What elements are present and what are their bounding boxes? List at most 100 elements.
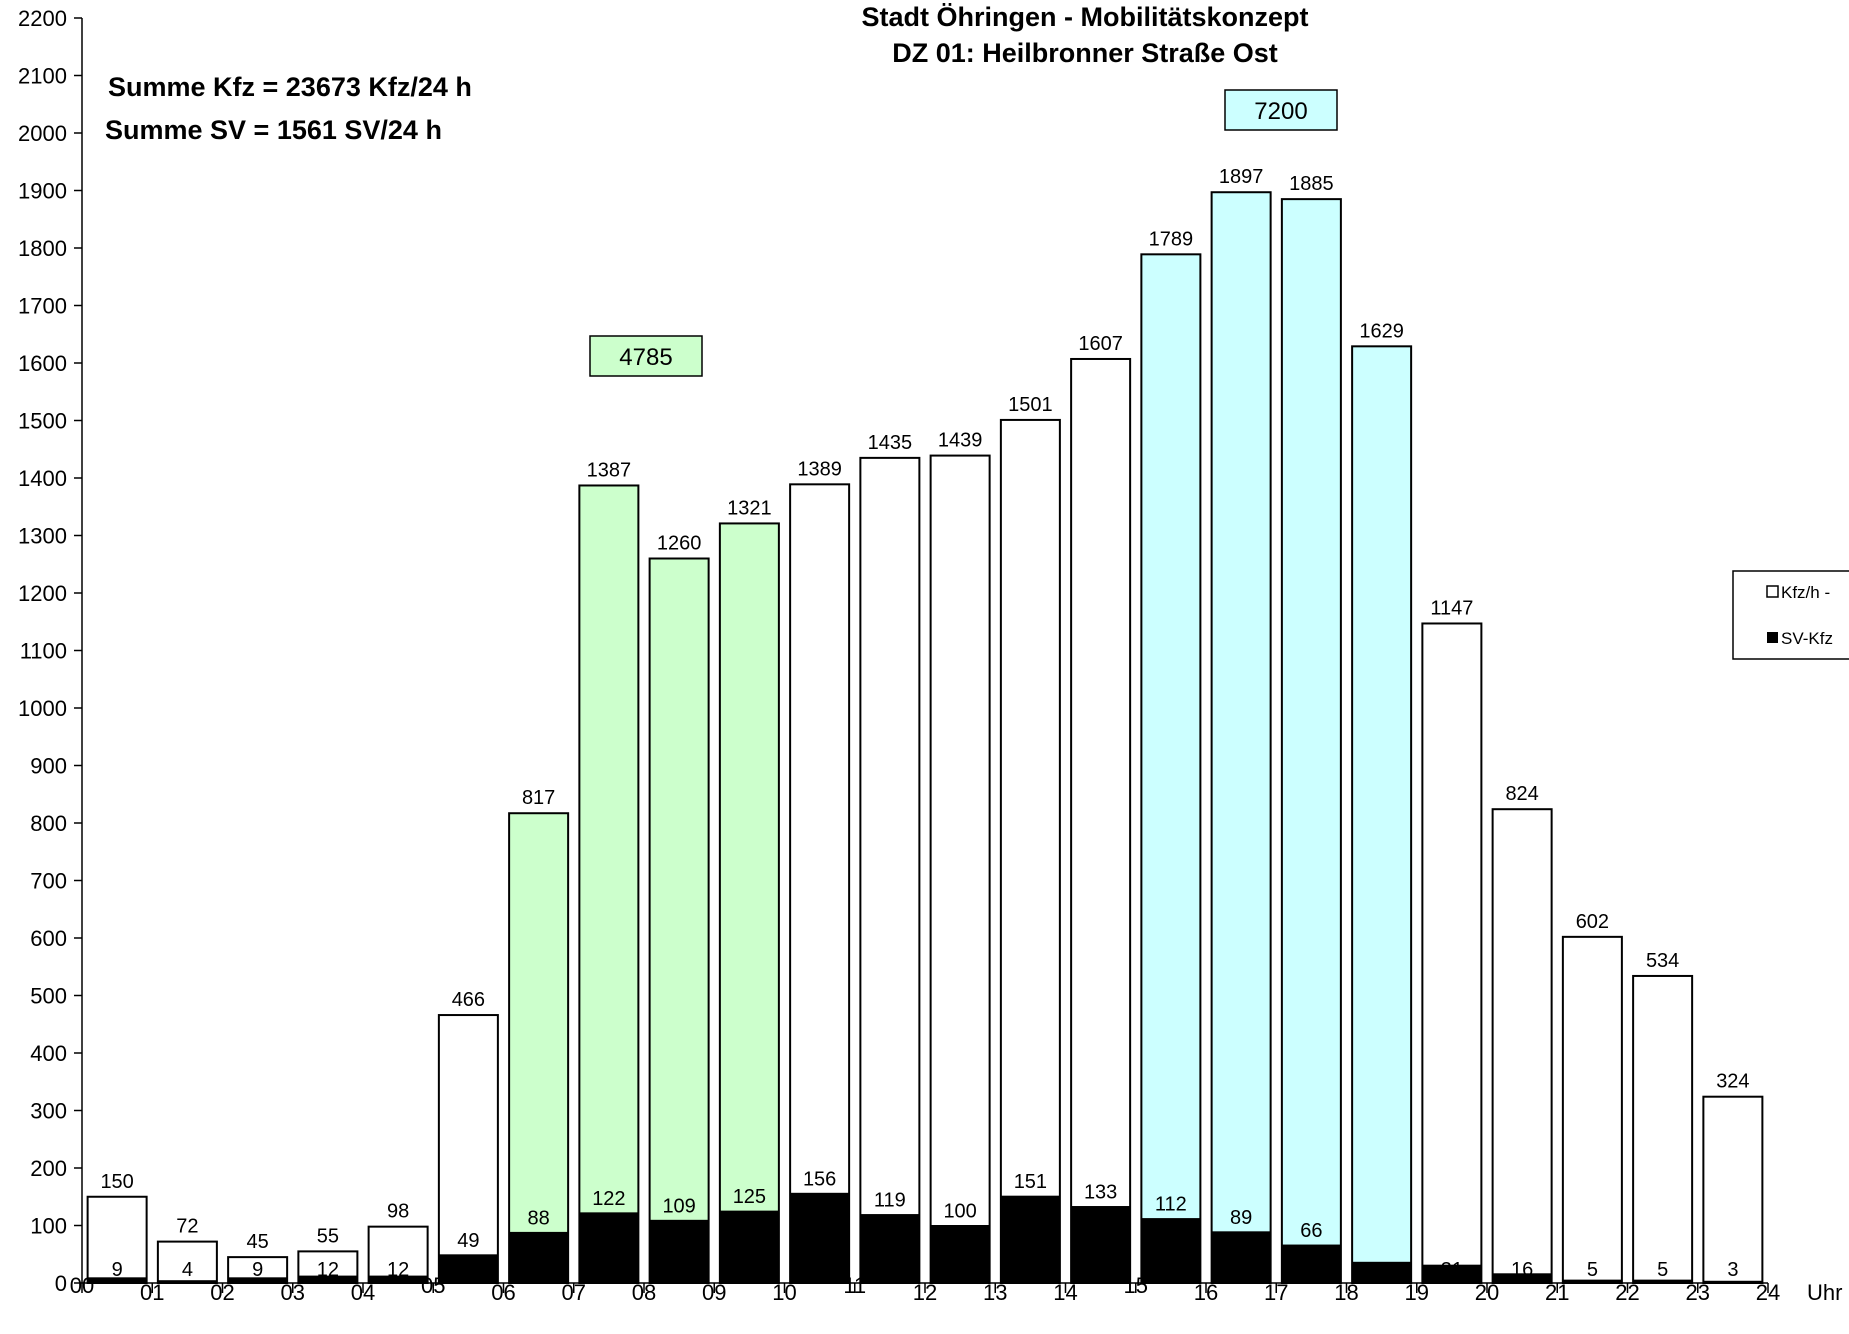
y-tick-label: 1700 [18, 294, 67, 319]
x-axis: 00 01 02 03 04 05 06 07 08 09 10 11 12 13 14 15 16 17 18 19… [70, 1273, 1780, 1305]
x-tick-label: 24 [1756, 1280, 1780, 1305]
y-axis: 0 100 200 300 400 500 600 700 800 900 1000 1100 1200… [18, 6, 83, 1296]
x-tick-label: 07 [562, 1280, 586, 1305]
bar-sv-value-label: 156 [803, 1168, 836, 1190]
y-tick-label: 1600 [18, 351, 67, 376]
bar-sv [578, 1212, 639, 1284]
bar-kfz-value-label: 817 [522, 787, 555, 809]
x-tick-label: 03 [281, 1280, 305, 1305]
bar-sv [1632, 1279, 1693, 1284]
bar-kfz-value-label: 55 [317, 1225, 339, 1247]
bar-kfz-value-label: 1147 [1430, 597, 1473, 619]
bar-kfz-value-label: 1435 [868, 432, 913, 454]
y-tick-label: 100 [30, 1214, 67, 1239]
y-tick-label: 1300 [18, 524, 67, 549]
x-tick-label: 02 [210, 1280, 234, 1305]
bar-kfz-value-label: 1897 [1219, 166, 1264, 188]
bar-kfz-value-label: 824 [1505, 783, 1538, 805]
bar-kfz-value-label: 1501 [1008, 394, 1053, 416]
x-tick-label: 18 [1334, 1280, 1358, 1305]
bar-kfz [1421, 622, 1483, 1284]
bar-sv [1211, 1231, 1272, 1284]
bar-sv-value-label: 119 [874, 1190, 906, 1212]
bar-kfz-value-label: 1387 [587, 459, 632, 481]
bar-sv [368, 1275, 429, 1284]
peak-sum-box [589, 335, 703, 377]
y-tick-label: 400 [30, 1041, 67, 1066]
bar-kfz-value-label: 466 [452, 989, 485, 1011]
bar-kfz [1702, 1095, 1764, 1284]
bar-sv [1000, 1195, 1061, 1284]
y-tick-label: 2100 [18, 64, 67, 89]
bar-kfz [1280, 198, 1342, 1284]
bar-kfz-value-label: 45 [247, 1231, 269, 1253]
y-tick-label: 1800 [18, 236, 67, 261]
bar-sv-value-label: 88 [528, 1207, 550, 1229]
bar-sv [1562, 1279, 1623, 1284]
bar-kfz [1632, 974, 1694, 1284]
x-tick-label: 16 [1194, 1280, 1218, 1305]
bar-sv-value-label: 112 [1155, 1194, 1187, 1216]
x-tick-label: 09 [702, 1280, 726, 1305]
x-tick-label: 06 [491, 1280, 515, 1305]
x-tick-label: 01 [140, 1280, 164, 1305]
bar-sv-value-label: 31 [1441, 1259, 1463, 1281]
y-tick-label: 1400 [18, 466, 67, 491]
y-tick-label: 900 [30, 754, 67, 779]
bar-kfz [1491, 808, 1553, 1284]
bar-kfz-value-label: 72 [176, 1216, 198, 1238]
bar-sv [227, 1277, 288, 1284]
bar-sv-value-label: 5 [1587, 1259, 1598, 1281]
bar-sv [1351, 1261, 1412, 1284]
bar-sv-value-label: 89 [1230, 1207, 1252, 1229]
bar-sv [1492, 1273, 1553, 1284]
bar-kfz [999, 418, 1061, 1284]
bar-sv [87, 1277, 148, 1284]
bar-sv-value-label: 12 [317, 1259, 339, 1281]
bar-kfz [1140, 253, 1202, 1285]
x-tick-label: 23 [1686, 1280, 1710, 1305]
y-tick-label: 1500 [18, 409, 67, 434]
x-tick-label: 17 [1264, 1280, 1288, 1305]
bar-kfz [1070, 357, 1132, 1285]
y-tick-label: 500 [30, 984, 67, 1009]
y-tick-label: 300 [30, 1099, 67, 1124]
x-tick-label: 10 [772, 1280, 796, 1305]
bar-sv-value-label: 122 [592, 1188, 625, 1210]
bar-sv [1702, 1280, 1763, 1284]
bar-sv [1070, 1206, 1131, 1284]
bar-kfz-value-label: 1389 [797, 458, 842, 480]
y-tick-label: 2200 [18, 6, 67, 31]
x-tick-label: 04 [351, 1280, 375, 1305]
legend-label-sv: SV-Kfz [1781, 629, 1833, 648]
bar-kfz [859, 456, 921, 1284]
bar-sv-value-label: 9 [252, 1259, 263, 1281]
bar-sv-value-label: 66 [1300, 1220, 1322, 1242]
legend-swatch-sv [1767, 632, 1778, 643]
y-tick-label: 1900 [18, 179, 67, 204]
peak-sum-label: 4785 [619, 344, 672, 371]
chart-subtitle: DZ 01: Heilbronner Straße Ost [892, 38, 1278, 68]
bar-sv [157, 1280, 218, 1284]
y-tick-label: 200 [30, 1156, 67, 1181]
bar-sv [930, 1225, 991, 1284]
summary-kfz: Summe Kfz = 23673 Kfz/24 h [108, 72, 472, 102]
bar-kfz-value-label: 324 [1716, 1071, 1749, 1093]
bar-kfz-value-label: 150 [100, 1171, 133, 1193]
bar-kfz [1351, 345, 1413, 1284]
bar-kfz-value-label: 1439 [938, 430, 983, 452]
x-tick-label: 19 [1405, 1280, 1429, 1305]
summary-sv: Summe SV = 1561 SV/24 h [105, 115, 442, 145]
bar-sv [438, 1254, 499, 1284]
bar-sv-value-label: 16 [1511, 1259, 1533, 1281]
bar-sv [859, 1214, 920, 1284]
x-tick-label: 08 [632, 1280, 656, 1305]
bar-sv [1421, 1264, 1482, 1284]
y-tick-label: 600 [30, 926, 67, 951]
bar-kfz-value-label: 1607 [1078, 333, 1123, 355]
bar-kfz [1210, 191, 1272, 1285]
bar-kfz [578, 484, 640, 1285]
bar-sv [649, 1219, 710, 1284]
legend-label-kfz: Kfz/h - [1781, 583, 1830, 602]
